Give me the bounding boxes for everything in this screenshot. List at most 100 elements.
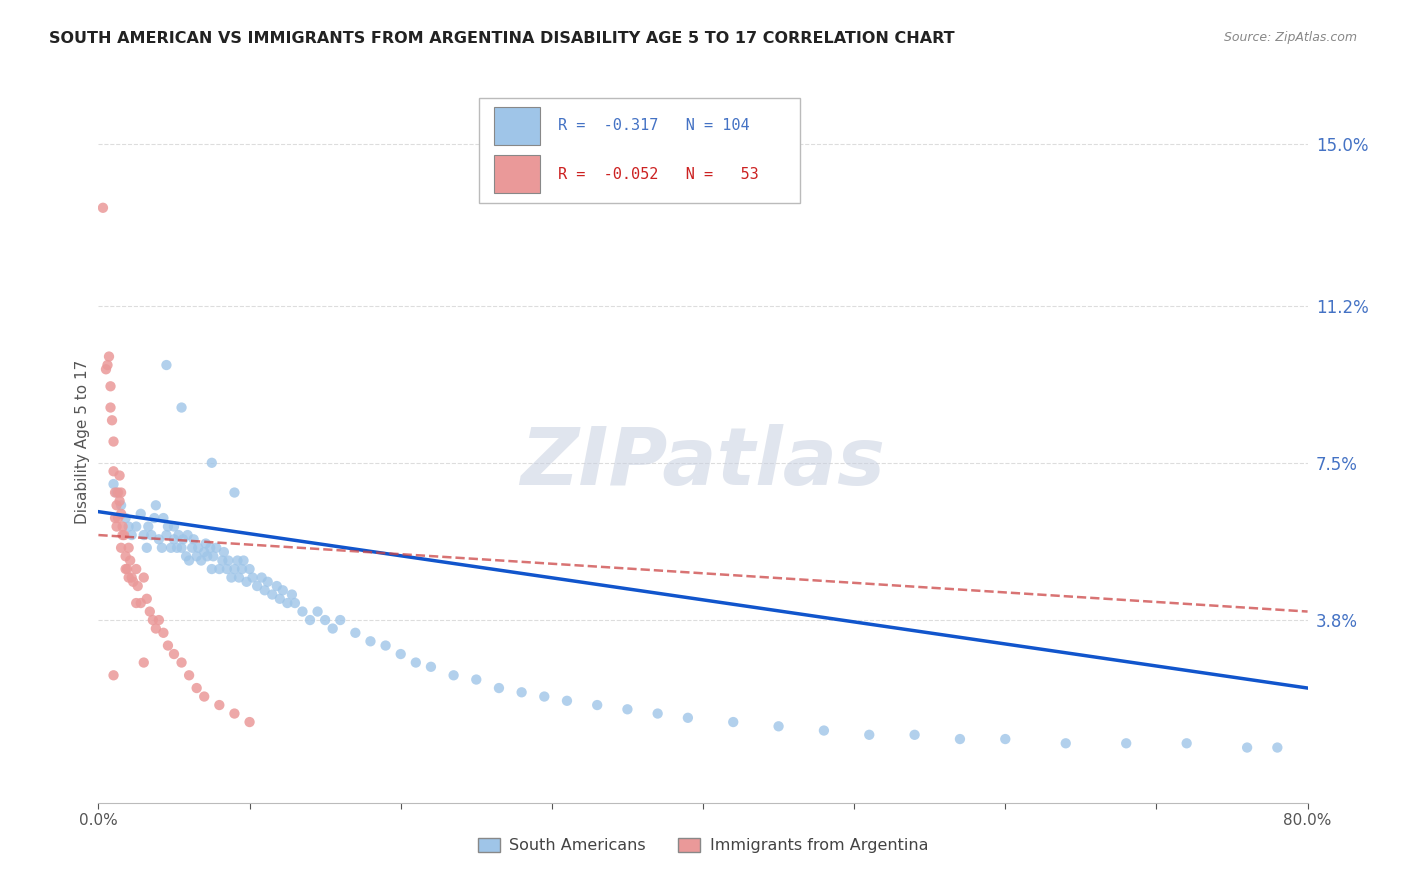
Point (193, 545, 215, 559)
Point (145, 622, 167, 636)
Point (156, 639, 179, 653)
Point (110, 498, 132, 512)
Point (488, 681, 510, 695)
Point (110, 541, 132, 555)
Point (103, 434, 125, 449)
Point (105, 519, 128, 533)
Point (111, 519, 134, 533)
Point (132, 656, 155, 670)
FancyBboxPatch shape (494, 107, 540, 145)
Point (100, 379, 122, 393)
Point (163, 647, 186, 661)
Point (253, 583, 276, 598)
Point (121, 570, 143, 584)
Point (108, 494, 131, 508)
Point (1054, 736, 1077, 750)
Point (107, 511, 129, 525)
Point (103, 464, 125, 478)
Point (239, 562, 262, 576)
Point (135, 541, 157, 555)
Point (129, 507, 152, 521)
Point (314, 613, 336, 627)
Point (101, 413, 124, 427)
Point (103, 668, 125, 682)
Point (110, 485, 132, 500)
Point (183, 533, 205, 547)
Point (211, 553, 233, 567)
Point (1236, 740, 1258, 755)
Text: Source: ZipAtlas.com: Source: ZipAtlas.com (1223, 31, 1357, 45)
Point (172, 533, 194, 547)
Point (163, 519, 186, 533)
Point (100, 401, 122, 415)
Point (139, 605, 162, 619)
Point (91, 201, 114, 215)
Point (170, 541, 193, 555)
Point (114, 562, 136, 576)
Point (98, 350, 121, 364)
Point (96, 358, 118, 372)
Point (187, 541, 209, 555)
Point (155, 358, 177, 372)
Point (115, 562, 138, 576)
Point (152, 625, 174, 640)
Point (262, 588, 284, 602)
Point (104, 511, 127, 525)
Point (266, 579, 288, 593)
Point (239, 714, 262, 729)
Point (232, 553, 254, 567)
Point (768, 719, 790, 733)
Point (226, 553, 249, 567)
Point (194, 536, 217, 550)
Point (160, 541, 183, 555)
Point (170, 401, 193, 415)
Point (190, 553, 212, 567)
Point (1267, 740, 1289, 755)
Point (163, 533, 186, 547)
Point (112, 528, 135, 542)
Point (114, 511, 136, 525)
Text: SOUTH AMERICAN VS IMMIGRANTS FROM ARGENTINA DISABILITY AGE 5 TO 17 CORRELATION C: SOUTH AMERICAN VS IMMIGRANTS FROM ARGENT… (49, 31, 955, 46)
Point (107, 485, 129, 500)
Point (322, 622, 344, 636)
Text: R =  -0.317   N = 104: R = -0.317 N = 104 (558, 119, 749, 133)
FancyBboxPatch shape (494, 155, 540, 193)
Point (152, 511, 174, 525)
Point (148, 613, 170, 627)
Point (193, 690, 215, 704)
Point (179, 553, 201, 567)
Point (208, 562, 231, 576)
Point (145, 498, 167, 512)
Point (129, 596, 152, 610)
Legend: South Americans, Immigrants from Argentina: South Americans, Immigrants from Argenti… (471, 831, 935, 860)
Point (201, 456, 224, 470)
Point (250, 570, 273, 584)
Point (150, 541, 173, 555)
Point (118, 541, 141, 555)
Point (179, 668, 201, 682)
Point (125, 519, 148, 533)
Point (374, 639, 396, 653)
Point (276, 596, 298, 610)
Point (118, 570, 141, 584)
Point (555, 694, 578, 708)
Point (221, 570, 243, 584)
Point (228, 570, 250, 584)
Point (108, 468, 131, 483)
Point (443, 668, 465, 682)
Point (949, 732, 972, 747)
Point (215, 562, 238, 576)
Point (135, 591, 157, 606)
Point (201, 562, 224, 576)
Point (616, 702, 638, 716)
Point (586, 698, 609, 712)
Point (170, 656, 193, 670)
Point (110, 507, 132, 521)
Point (167, 528, 190, 542)
Point (217, 553, 239, 567)
Text: ZIPatlas: ZIPatlas (520, 425, 886, 502)
Point (329, 613, 352, 627)
Point (246, 579, 269, 593)
Text: R =  -0.052   N =   53: R = -0.052 N = 53 (558, 167, 759, 182)
Point (125, 596, 148, 610)
